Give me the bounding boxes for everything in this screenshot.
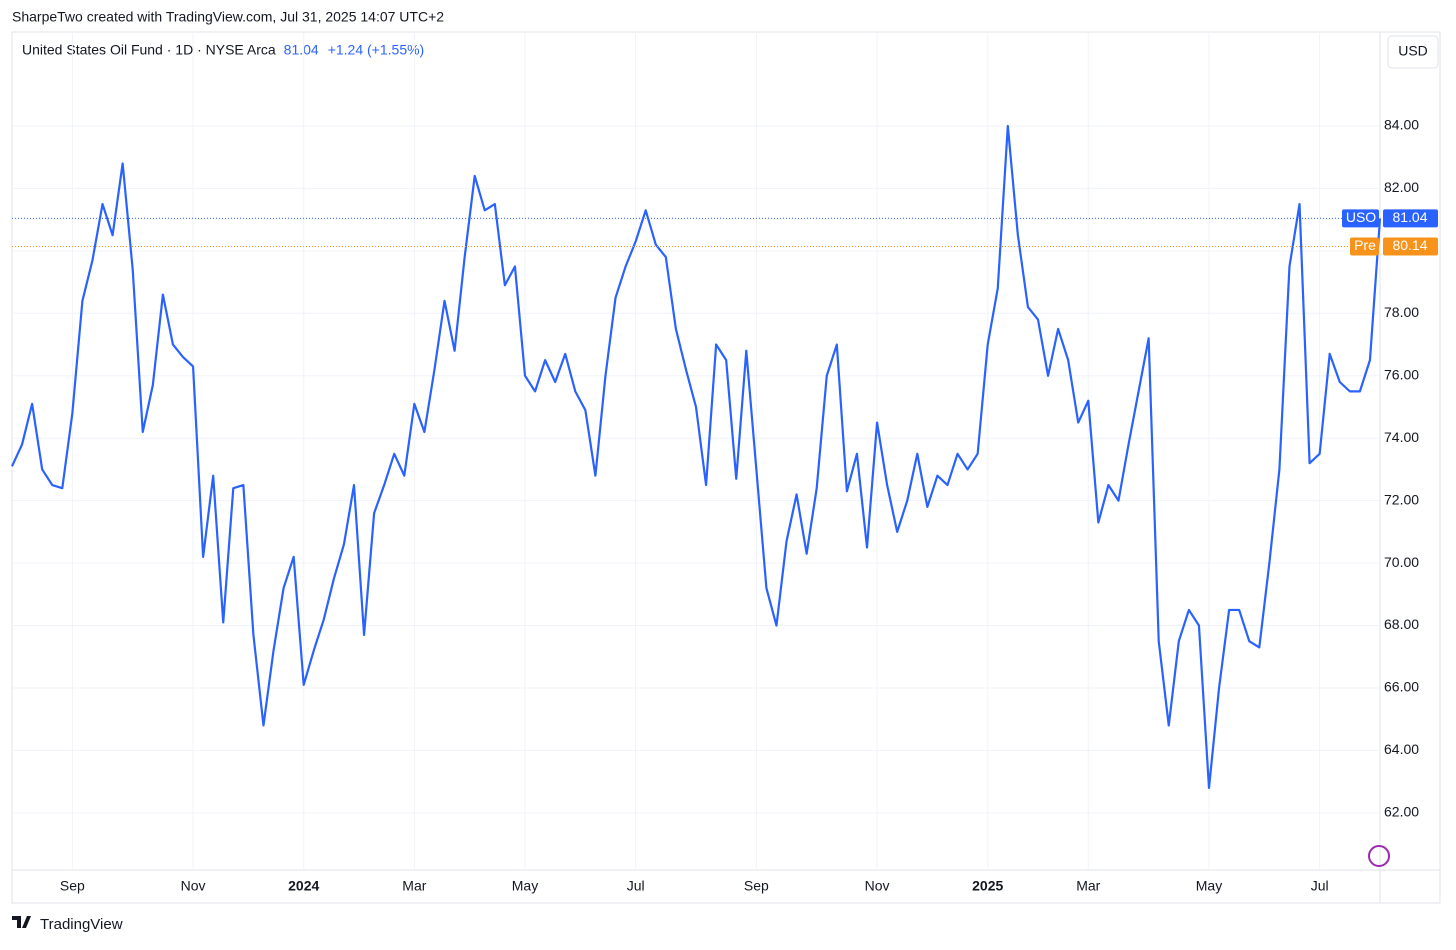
y-tick-label: 72.00: [1384, 491, 1419, 507]
premarket-price: 80.14: [1392, 237, 1427, 253]
tv-logo: [12, 916, 31, 928]
y-tick-label: 70.00: [1384, 554, 1419, 570]
x-tick-label: May: [1196, 878, 1222, 894]
x-tick-label: Sep: [744, 878, 769, 894]
currency-box[interactable]: [1387, 35, 1439, 69]
last-price: 81.04: [284, 42, 319, 58]
x-tick-label: May: [512, 878, 538, 894]
legend: United States Oil Fund · 1D · NYSE Arca …: [22, 42, 424, 58]
price-tag: 81.04: [1392, 209, 1427, 225]
x-tick-label: Nov: [181, 878, 206, 894]
y-tick-label: 66.00: [1384, 679, 1419, 695]
x-tick-label: Mar: [402, 878, 426, 894]
y-tick-label: 78.00: [1384, 304, 1419, 320]
footer-brand: TradingView: [40, 916, 123, 933]
y-tick-label: 82.00: [1384, 179, 1419, 195]
series-tag: USO: [1346, 209, 1376, 225]
x-tick-label: Nov: [865, 878, 890, 894]
price-change: +1.24 (+1.55%): [328, 42, 425, 58]
x-tick-label: Jul: [627, 878, 645, 894]
x-tick-label: 2025: [972, 878, 1003, 894]
x-tick-label: Sep: [60, 878, 85, 894]
logo-icon: [12, 916, 31, 928]
premarket-tag-bg: [1350, 237, 1379, 256]
x-tick-label: Jul: [1311, 878, 1329, 894]
y-tick-label: 68.00: [1384, 616, 1419, 632]
y-tick-label: 74.00: [1384, 429, 1419, 445]
attribution: SharpeTwo created with TradingView.com, …: [12, 9, 444, 25]
y-tick-label: 62.00: [1384, 804, 1419, 820]
price-line: [11, 124, 1382, 789]
y-tick-label: 84.00: [1384, 117, 1419, 133]
premarket-price-bg: [1383, 237, 1438, 256]
price-tag-bg: [1383, 209, 1438, 228]
session-icon: [1368, 845, 1390, 867]
chart-title: United States Oil Fund · 1D · NYSE Arca: [22, 42, 276, 58]
series-tag-bg: [1342, 209, 1379, 228]
premarket-tag: Pre: [1354, 237, 1376, 253]
grid: [12, 32, 1380, 870]
currency: USD: [1398, 43, 1428, 59]
x-tick-label: 2024: [288, 878, 319, 894]
x-tick-label: Mar: [1076, 878, 1100, 894]
chart-frame: [11, 31, 1441, 904]
y-tick-label: 64.00: [1384, 741, 1419, 757]
y-tick-label: 76.00: [1384, 366, 1419, 382]
